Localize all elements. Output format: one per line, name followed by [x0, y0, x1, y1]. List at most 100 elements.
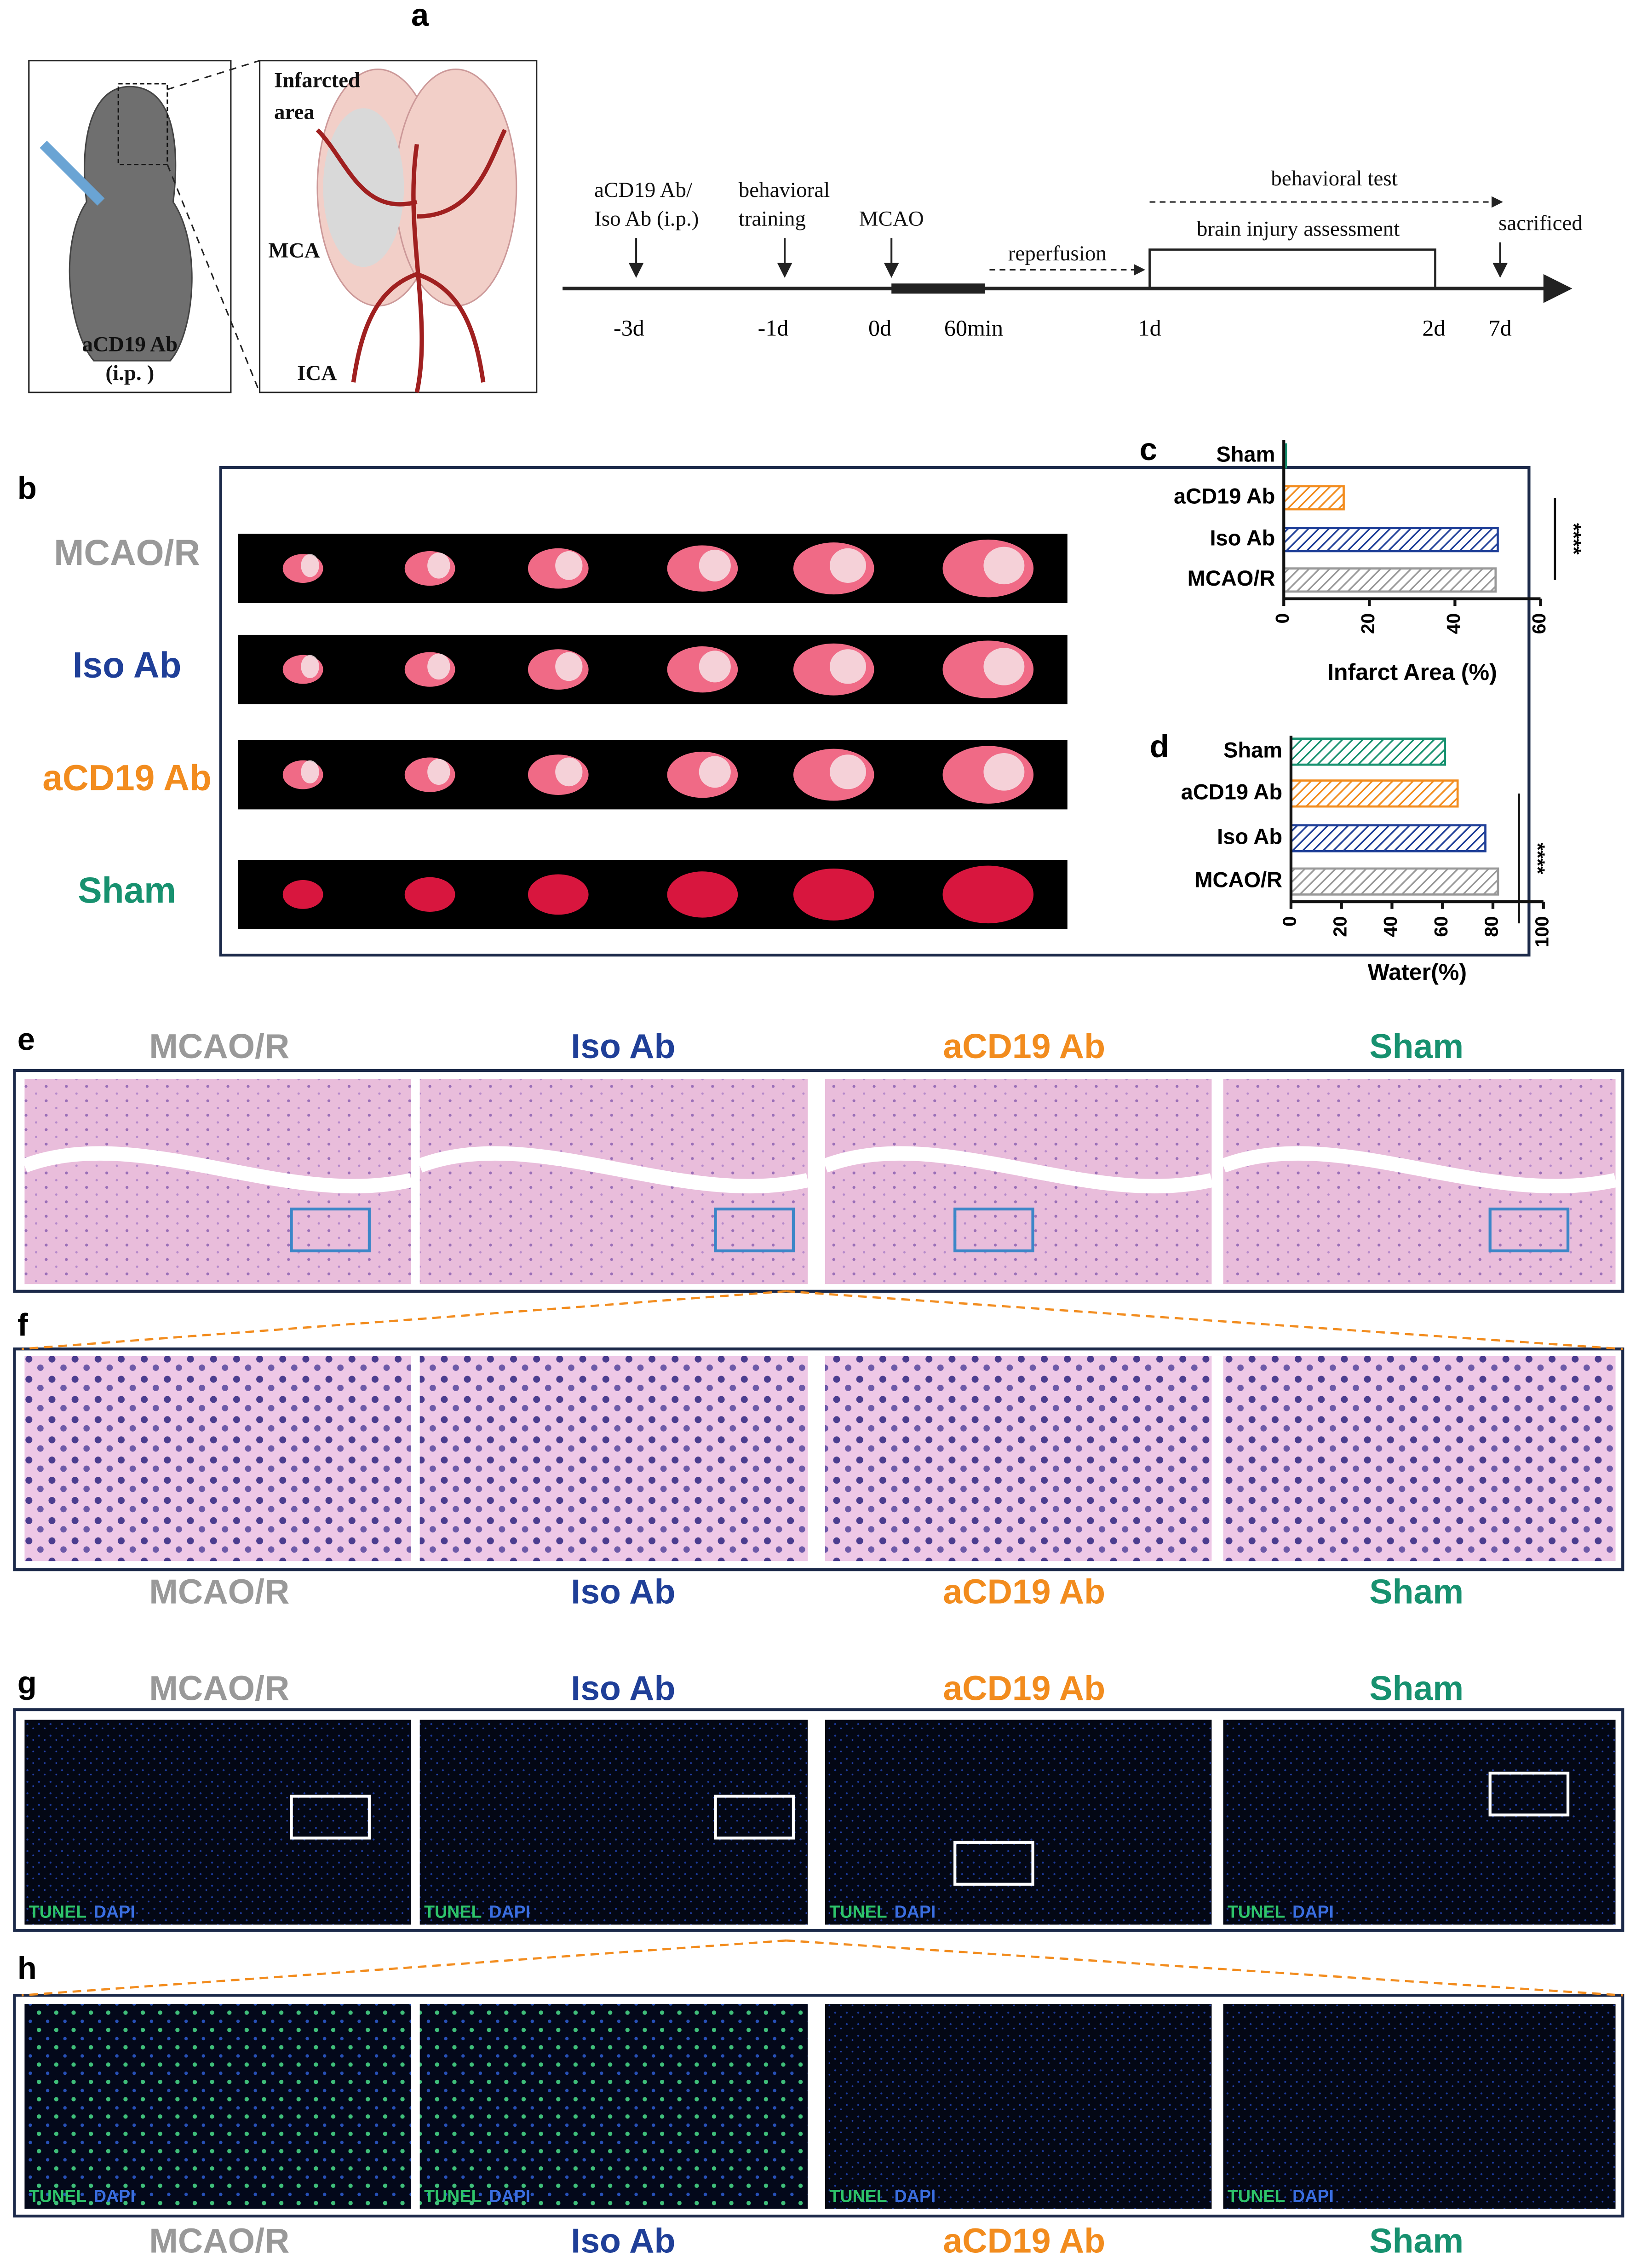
stain-label: DAPI [489, 1902, 530, 1921]
x-tick-label: 60 [1430, 916, 1452, 937]
micrograph [419, 1356, 808, 1561]
bar [1290, 779, 1459, 808]
zoom-box [953, 1207, 1034, 1253]
category-label: Sham [1216, 442, 1275, 466]
tissue-layer [22, 1146, 413, 1194]
infarct-region [555, 652, 583, 681]
x-tick-label: 40 [1443, 613, 1464, 634]
syringe [40, 140, 105, 206]
assessment-box [1148, 248, 1436, 290]
infarct-region [983, 753, 1025, 791]
infarct-region [699, 650, 731, 683]
infarct-region [427, 653, 450, 680]
micrograph [24, 1720, 411, 1925]
bar [1290, 867, 1499, 896]
category-label: MCAO/R [1194, 868, 1282, 892]
zoom-line [786, 1290, 1623, 1350]
brain-slice [404, 877, 455, 912]
category-label: Iso Ab [1217, 824, 1282, 849]
label: ICA [297, 361, 337, 385]
photo-strip [238, 740, 1068, 810]
x-tick-label: 0 [1279, 916, 1300, 927]
infarct-region [301, 655, 319, 678]
day-label: 0d [868, 315, 891, 341]
zoom-line [166, 164, 261, 393]
zoom-box [714, 1795, 795, 1840]
panel-letter: g [17, 1665, 37, 1700]
label: Iso Ab (i.p.) [594, 207, 699, 231]
tissue-layer [417, 1146, 809, 1194]
group-label: MCAO/R [149, 1669, 289, 1707]
zoom-line [786, 1939, 1623, 1997]
infarct-region [555, 757, 583, 787]
group-label: aCD19 Ab [943, 1027, 1105, 1065]
mouse-box [28, 60, 232, 393]
zoom-box [1488, 1772, 1570, 1817]
group-label: MCAO/R [149, 1027, 289, 1065]
stain-label: TUNEL [29, 2186, 86, 2205]
group-label: Sham [1369, 2222, 1464, 2260]
event-arrows [628, 238, 1508, 278]
x-tick-label: 40 [1380, 916, 1401, 937]
panel-box [13, 1994, 1624, 2218]
infarct-region [983, 547, 1025, 585]
stain-label: TUNEL [1228, 1902, 1285, 1921]
micrograph [1223, 2004, 1616, 2209]
group-label: Iso Ab [571, 2222, 675, 2260]
bar [1282, 485, 1345, 511]
stain-label: DAPI [1292, 1902, 1334, 1921]
photo-strip [238, 634, 1068, 704]
brain-slice [282, 880, 323, 909]
infarct-region [555, 551, 583, 580]
label: Infarcted [274, 69, 360, 92]
micrograph [1223, 1356, 1616, 1561]
row-label: Sham [78, 870, 176, 910]
photo-strip [238, 534, 1068, 603]
tissue-layer [822, 1146, 1213, 1194]
category-label: Iso Ab [1210, 525, 1275, 550]
stain-label: DAPI [894, 1902, 936, 1921]
stain-label: TUNEL [424, 2186, 482, 2205]
panel-letter: f [17, 1307, 29, 1342]
significance: **** [1526, 843, 1549, 875]
group-label: MCAO/R [149, 2222, 289, 2260]
brain-slice [793, 868, 874, 921]
bar [1282, 527, 1499, 553]
micrograph [419, 2004, 808, 2209]
x-tick-label: 60 [1528, 613, 1550, 634]
label: training [739, 207, 806, 231]
infarct-region [427, 553, 450, 579]
group-label: Iso Ab [571, 1572, 675, 1611]
group-label: Sham [1369, 1027, 1464, 1065]
category-label: aCD19 Ab [1181, 779, 1282, 804]
x-axis-title: Infarct Area (%) [1327, 659, 1497, 685]
infarct-region [829, 754, 867, 789]
stain-label: TUNEL [829, 1902, 887, 1921]
photo-strip [238, 860, 1068, 929]
micrograph [825, 2004, 1212, 2209]
group-label: Sham [1369, 1669, 1464, 1707]
arteries [316, 128, 507, 393]
group-label: aCD19 Ab [943, 1669, 1105, 1707]
infarct-region [301, 554, 319, 577]
day-label: -1d [758, 315, 789, 341]
panel-letter: c [1140, 432, 1157, 467]
infarct-region [301, 760, 319, 783]
panel-letter: b [17, 471, 37, 506]
zoom-box [290, 1207, 371, 1253]
mouse-shape [69, 86, 193, 362]
group-label: aCD19 Ab [943, 2222, 1105, 2260]
label: MCA [268, 239, 320, 263]
micrograph [1223, 1720, 1616, 1925]
infarct-region [829, 548, 867, 583]
zoom-box [290, 1795, 371, 1840]
panel-box [219, 466, 1531, 957]
bar [1282, 567, 1497, 593]
label: MCAO [859, 207, 924, 231]
zoom-box [1488, 1207, 1570, 1253]
bar [1290, 737, 1446, 766]
infarct-region [699, 549, 731, 581]
label: brain injury assessment [1197, 217, 1400, 241]
group-label: Iso Ab [571, 1027, 675, 1065]
